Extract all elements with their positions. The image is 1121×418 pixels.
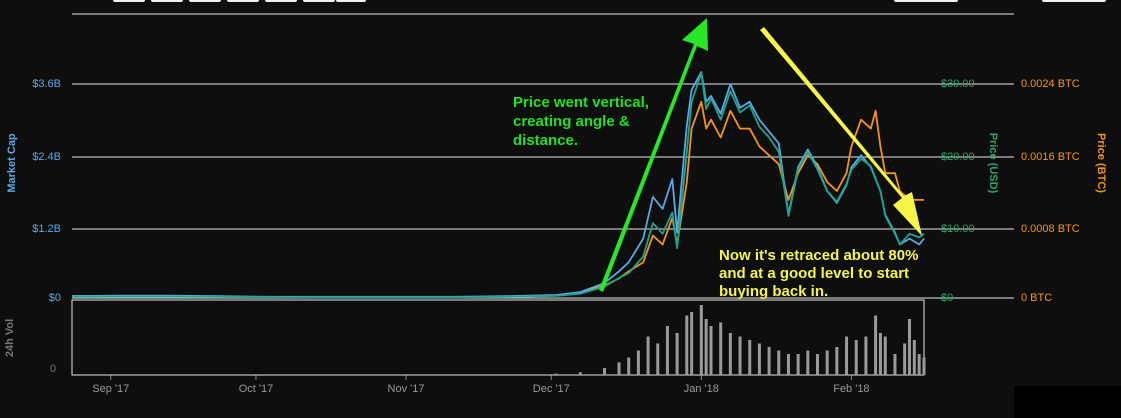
range-button[interactable] — [189, 0, 221, 2]
annotation-line: Price went vertical, — [513, 94, 649, 111]
volume-bar — [864, 336, 868, 375]
annotation-line: and at a good level to start — [719, 265, 909, 282]
x-axis: Sep '17 Oct '17 Nov '17 Dec '17 Jan '18 Feb '… — [92, 375, 870, 395]
volume-bar — [854, 340, 858, 375]
x-tick-label: Nov '17 — [388, 383, 425, 395]
volume-bar — [816, 354, 819, 375]
usd-tick-label: $30.00 — [941, 78, 975, 90]
range-button-group[interactable] — [113, 0, 1106, 2]
market-cap-axis-title: Market Cap — [6, 133, 18, 193]
btc-tick-label: 0 BTC — [1021, 292, 1052, 304]
volume-bar — [719, 322, 723, 375]
market-cap-tick-label: $2.4B — [32, 151, 61, 163]
volume-bar — [786, 354, 790, 375]
volume-bar — [806, 350, 810, 375]
volume-tick-label: 0 — [50, 363, 56, 375]
annotation-line: buying back in. — [719, 283, 828, 300]
volume-bar — [796, 354, 800, 375]
usd-tick-label: $10.00 — [941, 223, 975, 235]
volume-bar — [757, 343, 761, 375]
volume-bar — [554, 373, 558, 375]
volume-bar — [685, 315, 689, 375]
volume-bar — [728, 333, 732, 375]
range-button[interactable] — [151, 0, 183, 2]
range-button[interactable] — [113, 0, 145, 2]
usd-axis: $0 $10.00 $20.00 $30.00 — [941, 78, 975, 304]
usd-tick-label: $20.00 — [941, 151, 975, 163]
volume-bar — [690, 312, 694, 375]
arrow-yellow-icon — [760, 27, 922, 236]
volume-bar — [665, 326, 669, 375]
range-button[interactable] — [227, 0, 259, 2]
market-cap-tick-label: $0 — [49, 292, 61, 304]
corner-block — [1014, 386, 1121, 418]
range-button[interactable] — [303, 0, 335, 2]
volume-bar — [835, 347, 839, 375]
series-lines — [71, 71, 925, 299]
volume-bar — [845, 336, 849, 375]
volume-bar — [912, 340, 916, 375]
annotation-vertical: Price went vertical, creating angle & di… — [513, 94, 649, 149]
range-button[interactable] — [336, 0, 366, 2]
volume-bar — [903, 343, 907, 375]
btc-axis-title: Price (BTC) — [1095, 133, 1107, 193]
volume-bar — [636, 350, 640, 375]
volume-bar — [922, 357, 926, 375]
volume-bar — [603, 368, 606, 375]
x-tick-label: Feb '18 — [833, 383, 869, 395]
range-button[interactable] — [265, 0, 297, 2]
volume-axis-title: 24h Vol — [4, 319, 16, 357]
volume-bar — [767, 347, 771, 375]
arrow-green-icon — [599, 18, 708, 292]
volume-bar — [748, 340, 752, 375]
volume-bar — [704, 319, 708, 375]
btc-tick-label: 0.0024 BTC — [1021, 78, 1080, 90]
date-input[interactable] — [1042, 0, 1106, 2]
volume-panel — [71, 299, 925, 376]
volume-bar — [907, 319, 911, 375]
gridlines — [72, 13, 1014, 299]
volume-bar — [777, 350, 781, 375]
volume-bar — [825, 350, 829, 375]
btc-axis: 0 BTC 0.0008 BTC 0.0016 BTC 0.0024 BTC — [1021, 78, 1080, 304]
volume-bar — [893, 354, 897, 375]
x-tick-label: Sep '17 — [92, 383, 129, 395]
annotation-line: creating angle & — [513, 113, 630, 130]
volume-bar — [874, 315, 878, 375]
annotation-line: distance. — [513, 132, 578, 149]
volume-series — [554, 305, 926, 375]
price-btc-line — [72, 100, 924, 298]
x-tick-label: Dec '17 — [533, 383, 570, 395]
market-cap-axis: $0 $1.2B $2.4B $3.6B — [32, 78, 61, 304]
volume-bar — [709, 326, 713, 375]
volume-bar — [627, 357, 631, 375]
btc-tick-label: 0.0016 BTC — [1021, 151, 1080, 163]
volume-bar — [675, 333, 679, 375]
date-input[interactable] — [894, 0, 958, 2]
volume-bar — [656, 343, 660, 375]
annotation-line: Now it's retraced about 80% — [719, 247, 918, 264]
price-usd-line — [71, 72, 925, 299]
volume-bar — [617, 362, 621, 375]
market-cap-tick-label: $3.6B — [32, 78, 61, 90]
volume-bar — [646, 336, 650, 375]
market-cap-tick-label: $1.2B — [32, 223, 61, 235]
volume-bar — [699, 305, 703, 375]
annotation-retraced: Now it's retraced about 80% and at a goo… — [719, 247, 918, 300]
volume-bar — [738, 336, 742, 375]
usd-axis-title: Price (USD) — [987, 133, 999, 194]
volume-bar — [878, 333, 882, 375]
usd-tick-label: $0 — [941, 292, 953, 304]
x-tick-label: Oct '17 — [239, 383, 274, 395]
x-tick-label: Jan '18 — [684, 383, 719, 395]
volume-bar — [917, 354, 921, 375]
btc-tick-label: 0.0008 BTC — [1021, 223, 1080, 235]
volume-bar — [578, 372, 582, 375]
volume-bar — [883, 336, 887, 375]
